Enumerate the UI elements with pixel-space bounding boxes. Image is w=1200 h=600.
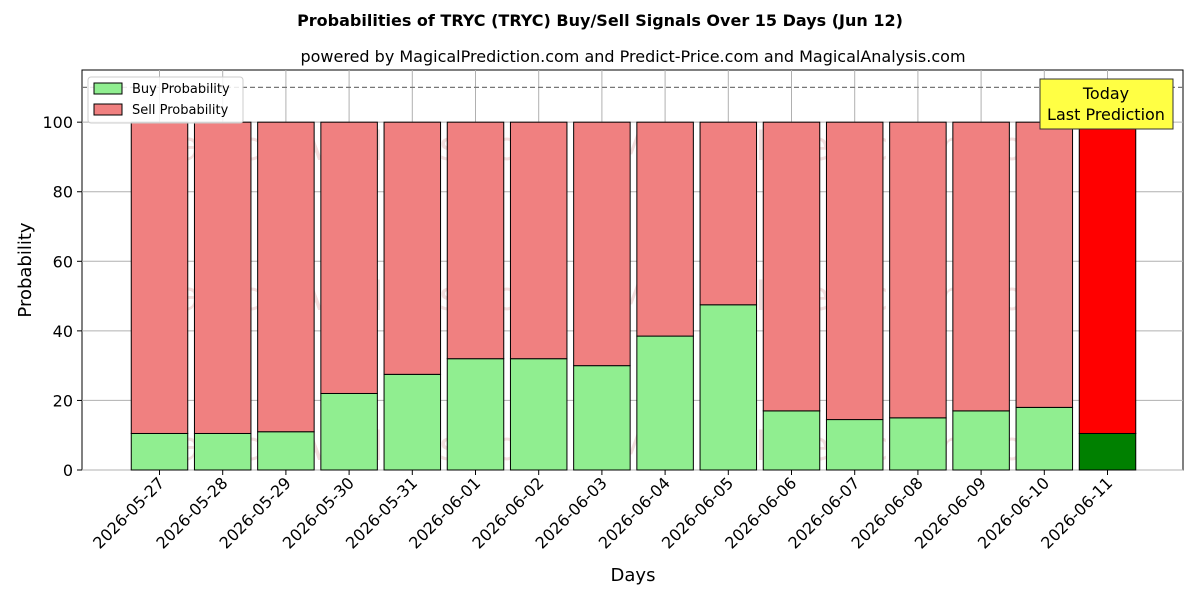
legend-label-sell: Sell Probability (132, 103, 229, 118)
buy-bar (762, 410, 821, 471)
y-tick-label: 40 (53, 322, 73, 341)
sell-bar (573, 121, 631, 367)
buy-bar (699, 304, 758, 471)
buy-bar (1015, 406, 1074, 471)
legend-box (87, 76, 244, 124)
buy-bar (889, 417, 947, 471)
y-axis-label: Probability (15, 222, 36, 317)
sell-bar (699, 121, 758, 306)
chart-subtitle: powered by MagicalPrediction.com and Pre… (300, 47, 965, 66)
buy-bar (130, 432, 189, 471)
sell-bar (320, 121, 378, 394)
sell-bar (889, 121, 947, 419)
annotation-line1: Today (1082, 84, 1129, 103)
sell-bar (193, 121, 252, 434)
y-tick-label: 20 (53, 391, 73, 410)
y-tick-label: 60 (53, 252, 73, 271)
chart-title: Probabilities of TRYC (TRYC) Buy/Sell Si… (297, 11, 903, 30)
sell-bar (257, 121, 315, 433)
annotation-line2: Last Prediction (1047, 105, 1165, 124)
sell-bar (825, 121, 884, 421)
x-axis-label: Days (611, 565, 656, 586)
buy-bar (446, 358, 505, 471)
sell-bar (383, 121, 442, 375)
y-tick-label: 0 (63, 461, 73, 480)
buy-bar (952, 410, 1010, 471)
buy-bar (193, 432, 252, 471)
today-annotation: Today Last Prediction (1039, 78, 1174, 130)
legend-label-buy: Buy Probability (132, 82, 230, 97)
sell-bar (636, 121, 694, 337)
buy-bar (257, 431, 315, 471)
buy-bar (636, 335, 694, 471)
bars (82, 86, 1183, 471)
buy-bar (573, 365, 631, 471)
y-tick-label: 100 (42, 113, 73, 132)
legend-swatch-sell (93, 103, 123, 116)
sell-bar (1015, 121, 1074, 408)
sell-bar (762, 121, 821, 412)
sell-bar (446, 121, 505, 360)
annotation-box (1039, 78, 1174, 130)
legend-swatch-buy (93, 82, 123, 95)
buy-bar (320, 392, 378, 471)
sell-bar (509, 121, 568, 360)
buy-bar (509, 358, 568, 471)
sell-bar (952, 121, 1010, 412)
legend: Buy Probability Sell Probability (87, 76, 244, 124)
buy-bar (1078, 432, 1137, 471)
sell-bar (130, 121, 189, 434)
buy-bar (383, 373, 442, 471)
buy-bar (825, 419, 884, 471)
y-tick-label: 80 (53, 183, 73, 202)
sell-bar (1078, 121, 1137, 434)
